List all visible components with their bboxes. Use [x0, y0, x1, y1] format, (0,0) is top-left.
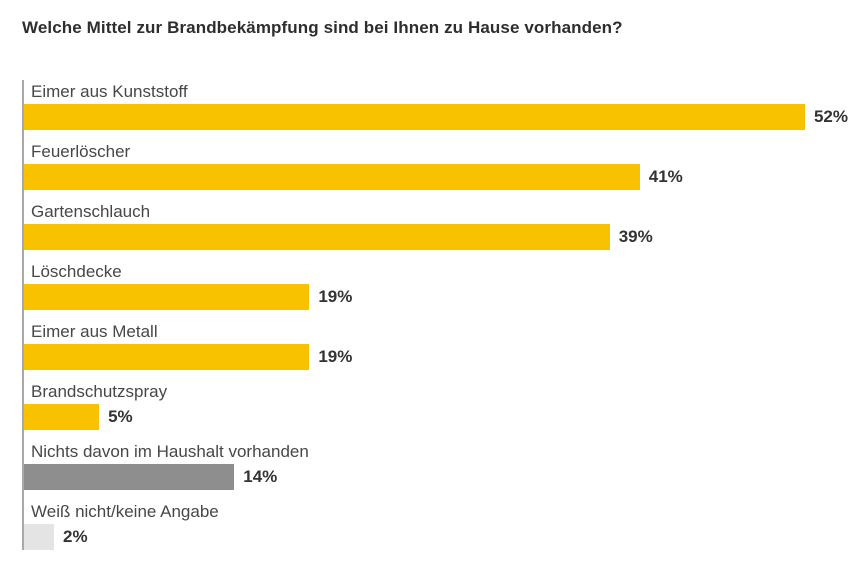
- bar: [24, 464, 235, 490]
- bar: [24, 404, 100, 430]
- value-label: 2%: [63, 527, 88, 546]
- category-label: Eimer aus Metall: [31, 322, 158, 341]
- bar-row: Feuerlöscher 41%: [24, 140, 850, 190]
- value-label: 41%: [648, 167, 683, 186]
- bar-row: Eimer aus Kunststoff 52%: [24, 80, 850, 130]
- bar-row: Weiß nicht/keine Angabe 2%: [24, 500, 850, 550]
- value-label: 52%: [813, 107, 848, 126]
- category-label: Löschdecke: [31, 262, 122, 281]
- value-label: 5%: [108, 407, 133, 426]
- value-label: 39%: [618, 227, 653, 246]
- value-label: 14%: [243, 467, 278, 486]
- bar-line: 19%: [24, 284, 850, 310]
- chart-title: Welche Mittel zur Brandbekämpfung sind b…: [22, 18, 623, 37]
- bar-row: Eimer aus Metall 19%: [24, 320, 850, 370]
- value-label: 19%: [318, 347, 353, 366]
- bar-line: 19%: [24, 344, 850, 370]
- bar-line: 2%: [24, 524, 850, 550]
- bar-line: 41%: [24, 164, 850, 190]
- bar-line: 39%: [24, 224, 850, 250]
- category-label: Nichts davon im Haushalt vorhanden: [31, 442, 309, 461]
- category-label: Brandschutzspray: [31, 382, 168, 401]
- category-label: Feuerlöscher: [31, 142, 131, 161]
- bar-row: Gartenschlauch 39%: [24, 200, 850, 250]
- bar-line: 52%: [24, 104, 850, 130]
- bar: [24, 104, 805, 130]
- bar-line: 14%: [24, 464, 850, 490]
- value-label: 19%: [318, 287, 353, 306]
- bar: [24, 164, 640, 190]
- category-label: Eimer aus Kunststoff: [31, 82, 188, 101]
- bar-row: Brandschutzspray 5%: [24, 380, 850, 430]
- bar-row: Löschdecke 19%: [24, 260, 850, 310]
- category-label: Gartenschlauch: [31, 202, 151, 221]
- bar-row: Nichts davon im Haushalt vorhanden 14%: [24, 440, 850, 490]
- category-label: Weiß nicht/keine Angabe: [31, 502, 219, 521]
- bar: [24, 524, 55, 550]
- bar-rows-container: Eimer aus Kunststoff 52% Feuerlöscher 41% Ga…: [24, 80, 850, 550]
- horizontal-bar-chart: Eimer aus Kunststoff 52% Feuerlöscher 41% Ga…: [22, 80, 850, 550]
- bar-line: 5%: [24, 404, 850, 430]
- bar: [24, 344, 310, 370]
- bar: [24, 224, 610, 250]
- bar: [24, 284, 310, 310]
